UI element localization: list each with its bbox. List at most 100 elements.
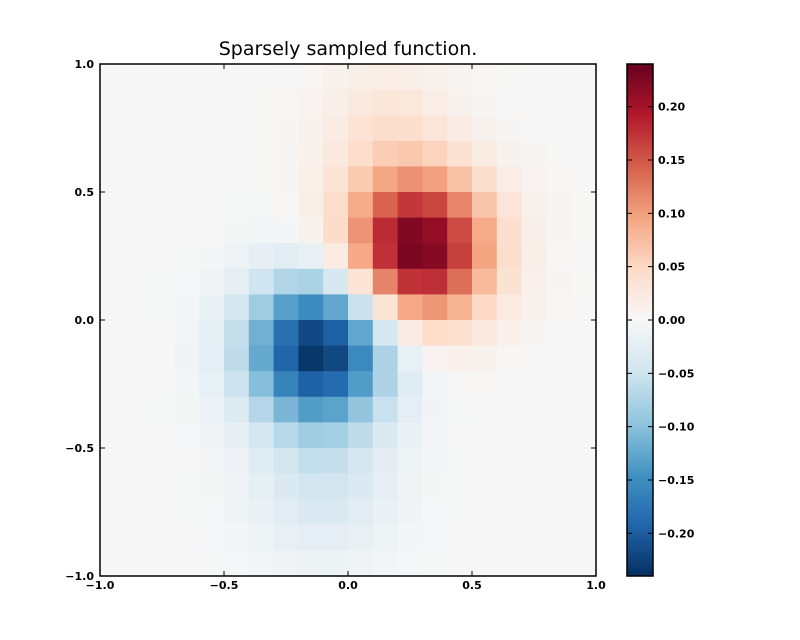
heatmap-cell — [422, 268, 448, 295]
heatmap-cell — [199, 192, 225, 219]
heatmap-cell — [546, 140, 572, 167]
heatmap-cell — [174, 448, 200, 475]
y-tick-label: 1.0 — [75, 58, 95, 71]
heatmap-cell — [348, 64, 374, 91]
heatmap-cell — [273, 448, 299, 475]
heatmap-cell — [199, 294, 225, 321]
heatmap-cell — [397, 217, 423, 244]
heatmap-cell — [298, 320, 324, 347]
heatmap-cell — [422, 448, 448, 475]
heatmap-cell — [422, 115, 448, 142]
heatmap-cell — [571, 422, 597, 449]
x-tick-label: 0.5 — [462, 579, 482, 592]
heatmap-cell — [174, 371, 200, 398]
heatmap-cell — [323, 294, 349, 321]
heatmap-cell — [348, 192, 374, 219]
heatmap-cell — [546, 524, 572, 551]
heatmap-cell — [273, 166, 299, 193]
heatmap-cell — [273, 217, 299, 244]
heatmap-cell — [348, 294, 374, 321]
heatmap-cell — [521, 166, 547, 193]
colorbar-tick-label: −0.10 — [658, 421, 695, 434]
heatmap-cell — [149, 320, 175, 347]
heatmap-cell — [496, 64, 523, 91]
heatmap-cell — [124, 550, 151, 577]
heatmap-cell — [348, 243, 374, 270]
heatmap-cell — [149, 422, 175, 449]
heatmap-cell — [546, 345, 572, 372]
heatmap-cell — [571, 115, 597, 142]
heatmap-cell — [124, 64, 151, 91]
heatmap-cell — [372, 473, 399, 500]
heatmap-cell — [372, 448, 399, 475]
heatmap-cell — [100, 294, 126, 321]
heatmap-cell — [124, 268, 151, 295]
heatmap-cell — [348, 396, 374, 423]
heatmap-cell — [447, 243, 473, 270]
heatmap-cell — [546, 243, 572, 270]
heatmap-cell — [248, 422, 275, 449]
heatmap-cell — [323, 268, 349, 295]
heatmap-cell — [174, 140, 200, 167]
heatmap-cell — [149, 345, 175, 372]
heatmap-cell — [571, 294, 597, 321]
heatmap-cell — [571, 64, 597, 91]
heatmap-cell — [447, 550, 473, 577]
heatmap-cell — [521, 499, 547, 526]
heatmap-cell — [521, 115, 547, 142]
heatmap-cell — [571, 320, 597, 347]
heatmap-cell — [248, 499, 275, 526]
heatmap-cell — [372, 166, 399, 193]
heatmap-cell — [571, 89, 597, 116]
heatmap-cell — [199, 448, 225, 475]
heatmap-cell — [372, 192, 399, 219]
heatmap-cell — [521, 89, 547, 116]
heatmap-cell — [397, 422, 423, 449]
heatmap-cell — [447, 448, 473, 475]
heatmap-cell — [571, 345, 597, 372]
heatmap-cell — [124, 371, 151, 398]
heatmap-cell — [273, 473, 299, 500]
heatmap-cell — [447, 89, 473, 116]
heatmap-cell — [496, 89, 523, 116]
heatmap-cell — [298, 268, 324, 295]
heatmap-cell — [149, 89, 175, 116]
heatmap-cell — [472, 89, 498, 116]
heatmap-cell — [571, 140, 597, 167]
heatmap-cell — [521, 243, 547, 270]
heatmap-cell — [298, 192, 324, 219]
heatmap-cell — [224, 294, 250, 321]
heatmap-cell — [521, 345, 547, 372]
heatmap-cell — [323, 243, 349, 270]
heatmap-cell — [496, 192, 523, 219]
heatmap-cell — [323, 550, 349, 577]
heatmap-cell — [199, 268, 225, 295]
heatmap-cell — [248, 371, 275, 398]
heatmap-cell — [149, 524, 175, 551]
x-tick-label: 1.0 — [586, 579, 606, 592]
heatmap-cell — [174, 396, 200, 423]
heatmap-cell — [149, 192, 175, 219]
heatmap-cell — [422, 294, 448, 321]
heatmap-cell — [521, 550, 547, 577]
heatmap-cell — [348, 140, 374, 167]
heatmap-cell — [323, 166, 349, 193]
heatmap-cell — [447, 192, 473, 219]
heatmap-cell — [571, 550, 597, 577]
heatmap-cell — [372, 524, 399, 551]
heatmap-cell — [521, 294, 547, 321]
heatmap-cell — [174, 89, 200, 116]
heatmap-cell — [124, 499, 151, 526]
heatmap-cell — [571, 499, 597, 526]
heatmap-cell — [521, 371, 547, 398]
heatmap-cell — [348, 320, 374, 347]
heatmap-cell — [273, 550, 299, 577]
heatmap-cell — [323, 422, 349, 449]
y-tick-label: −1.0 — [65, 570, 94, 583]
heatmap-cell — [174, 473, 200, 500]
heatmap-cell — [199, 217, 225, 244]
heatmap-cell — [521, 396, 547, 423]
heatmap-cell — [224, 192, 250, 219]
heatmap-cell — [248, 294, 275, 321]
heatmap-cell — [248, 473, 275, 500]
